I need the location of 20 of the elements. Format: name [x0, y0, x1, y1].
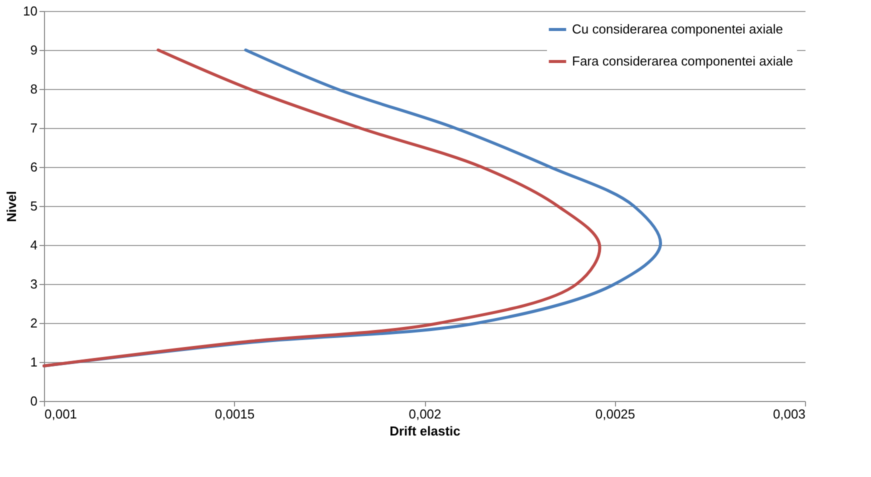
y-tick-label: 2: [30, 316, 38, 330]
y-tick-label: 0: [30, 394, 38, 408]
y-tick-label: 8: [30, 82, 38, 96]
y-tick-label: 5: [30, 198, 38, 214]
y-tick-label: 10: [23, 4, 38, 18]
y-tick-label: 6: [30, 160, 38, 174]
y-tick-label: 1: [30, 354, 38, 370]
x-tick-label: 0,003: [772, 406, 806, 422]
x-tick-label: 0,0015: [214, 406, 255, 422]
x-tick-label: 0,0025: [595, 406, 636, 422]
x-tick-label: 0,001: [44, 406, 78, 422]
y-tick-label: 3: [30, 276, 38, 292]
y-axis-title: Nivel: [4, 190, 20, 222]
y-tick-label: 4: [30, 238, 38, 252]
x-tick-label: 0,002: [408, 406, 442, 422]
y-tick-label: 7: [30, 120, 38, 136]
legend-label: Fara considerarea componentei axiale: [572, 54, 794, 68]
y-tick-label: 9: [30, 42, 38, 58]
legend-label: Cu considerarea componentei axiale: [572, 22, 784, 36]
x-axis-title: Drift elastic: [390, 424, 460, 438]
